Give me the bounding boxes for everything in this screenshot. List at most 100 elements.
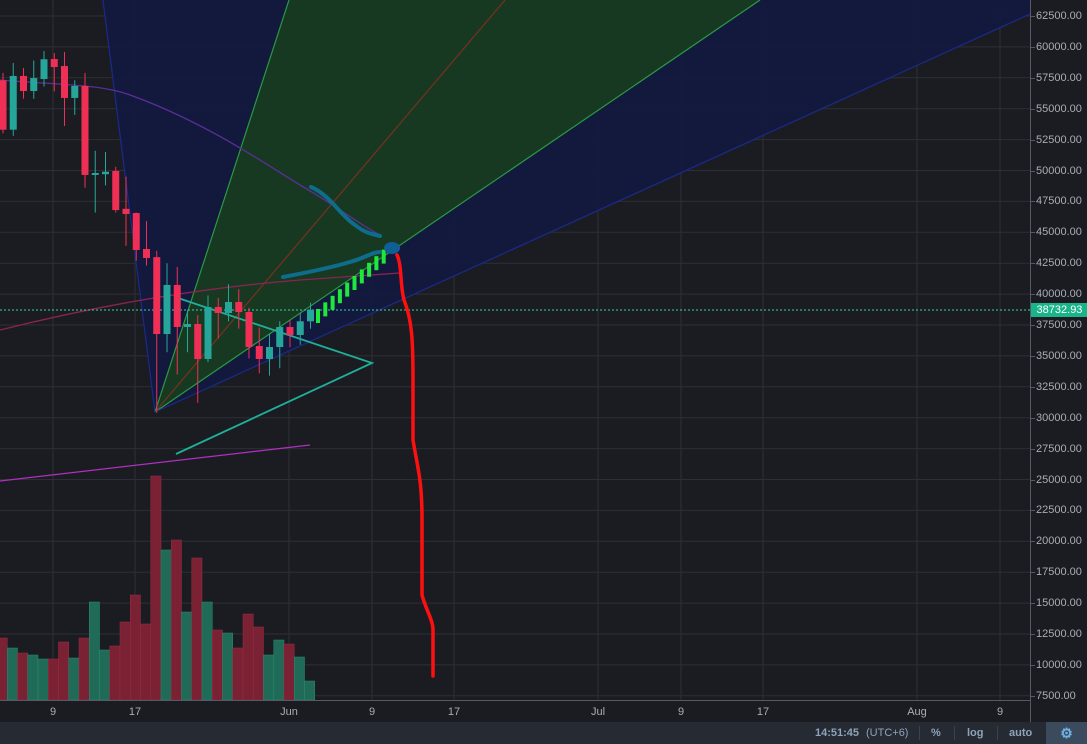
price-tick: [1031, 232, 1035, 234]
brush-stroke: [309, 185, 382, 238]
candle-body: [61, 66, 68, 98]
price-tick-label: 42500.00: [1036, 257, 1082, 270]
volume-bar: [160, 549, 172, 700]
price-tick-label: 60000.00: [1036, 40, 1082, 53]
price-tick-label: 62500.00: [1036, 10, 1082, 22]
candle-body: [286, 326, 294, 336]
candle-body: [143, 248, 150, 259]
volume-bar: [304, 680, 315, 700]
price-tick-label: 55000.00: [1036, 102, 1082, 115]
price-tick: [1031, 77, 1035, 79]
price-tick-label: 32500.00: [1036, 380, 1082, 393]
moving-average-line: [0, 444, 311, 482]
gann-fan-drawing[interactable]: [102, 0, 1030, 413]
time-axis[interactable]: 9 17 Jun 9 17 Jul 9 17 Aug 9: [0, 700, 1030, 723]
price-tick: [1031, 355, 1035, 357]
candle-body: [122, 208, 130, 215]
volume-bar: [191, 557, 203, 700]
price-tick-label: 12500.00: [1036, 628, 1082, 640]
price-tick: [1031, 541, 1035, 543]
volume-bar: [150, 475, 162, 700]
price-tick: [1031, 634, 1035, 635]
price-tick: [1031, 108, 1035, 110]
auto-scale-button[interactable]: auto: [1009, 727, 1033, 739]
price-axis[interactable]: 38732.93 62500.00 60000.00 57500.00 55000.0…: [1030, 0, 1087, 722]
divider: [997, 726, 998, 740]
candle-body: [245, 312, 253, 348]
price-tick: [1031, 417, 1035, 419]
time-tick-label: 9: [49, 706, 57, 718]
price-tick: [1031, 16, 1035, 17]
fan-line: [154, 0, 761, 413]
price-tick: [1031, 695, 1035, 697]
timezone-label[interactable]: (UTC+6): [866, 727, 909, 739]
volume-bar: [89, 601, 100, 700]
projected-bar: [374, 256, 379, 271]
volume-bar: [294, 656, 305, 700]
candle-body: [214, 306, 222, 314]
divider: [954, 726, 955, 740]
fan-zone-blue: [155, 0, 1030, 412]
gear-icon: ⚙: [1060, 725, 1073, 741]
candle-body: [71, 85, 79, 98]
brush-stroke: [281, 250, 382, 279]
volume-bar: [242, 613, 254, 700]
percent-scale-button[interactable]: %: [931, 727, 941, 739]
volume-bar: [17, 652, 28, 700]
clock-time: 14:51:45: [815, 727, 860, 739]
volume-bar: [283, 643, 295, 700]
time-tick-label: 9: [677, 706, 685, 718]
candle-body: [30, 78, 38, 92]
price-tick-label: 40000.00: [1036, 288, 1082, 301]
price-tick-label: 50000.00: [1036, 164, 1082, 177]
time-tick-label: 17: [128, 706, 142, 718]
time-tick-label: 9: [996, 706, 1004, 718]
current-price-label: 38732.93: [1031, 302, 1087, 317]
price-tick-label: 35000.00: [1036, 349, 1082, 362]
projected-bar: [381, 249, 386, 264]
volume-bar: [140, 623, 151, 700]
price-tick-label: 15000.00: [1036, 597, 1082, 610]
price-tick-label: 45000.00: [1036, 226, 1082, 239]
volume-bar: [273, 639, 285, 700]
volume-bars: [0, 475, 315, 700]
candle-body: [132, 213, 140, 250]
price-tick: [1031, 139, 1035, 141]
price-tick-label: 25000.00: [1036, 473, 1082, 486]
candle-body: [194, 324, 202, 359]
candle-body: [0, 80, 7, 130]
red-projection-line: [395, 253, 435, 678]
candle-body: [9, 75, 17, 130]
volume-bar: [201, 601, 213, 700]
volume-bar: [222, 632, 233, 700]
price-tick: [1031, 572, 1035, 574]
price-tick: [1031, 479, 1035, 481]
volume-bar: [48, 658, 59, 700]
candle-body: [112, 170, 120, 211]
volume-bar: [181, 611, 192, 700]
price-tick-label: 17500.00: [1036, 566, 1082, 579]
volume-bar: [171, 539, 182, 700]
time-tick-label: 9: [368, 706, 376, 718]
fan-line: [102, 0, 156, 413]
price-tick-label: 10000.00: [1036, 658, 1082, 671]
price-tick-label: 52500.00: [1036, 133, 1082, 146]
volume-bar: [99, 649, 110, 700]
price-tick: [1031, 664, 1035, 666]
candle-body: [153, 257, 161, 335]
price-chart[interactable]: [0, 0, 1030, 700]
projected-bar: [359, 269, 364, 284]
price-tick-label: 20000.00: [1036, 535, 1082, 548]
volume-bar: [27, 654, 39, 700]
settings-button[interactable]: ⚙: [1046, 722, 1087, 744]
projected-bar: [367, 262, 372, 277]
fan-line: [154, 0, 506, 413]
candle-body: [276, 326, 284, 348]
hand-drawn-annotations[interactable]: [281, 185, 435, 678]
volume-bar: [7, 647, 18, 700]
candle-body: [296, 321, 304, 336]
time-tick-label: Aug: [907, 706, 927, 718]
volume-bar: [109, 645, 121, 700]
candle-body: [20, 75, 27, 92]
log-scale-button[interactable]: log: [967, 727, 984, 739]
